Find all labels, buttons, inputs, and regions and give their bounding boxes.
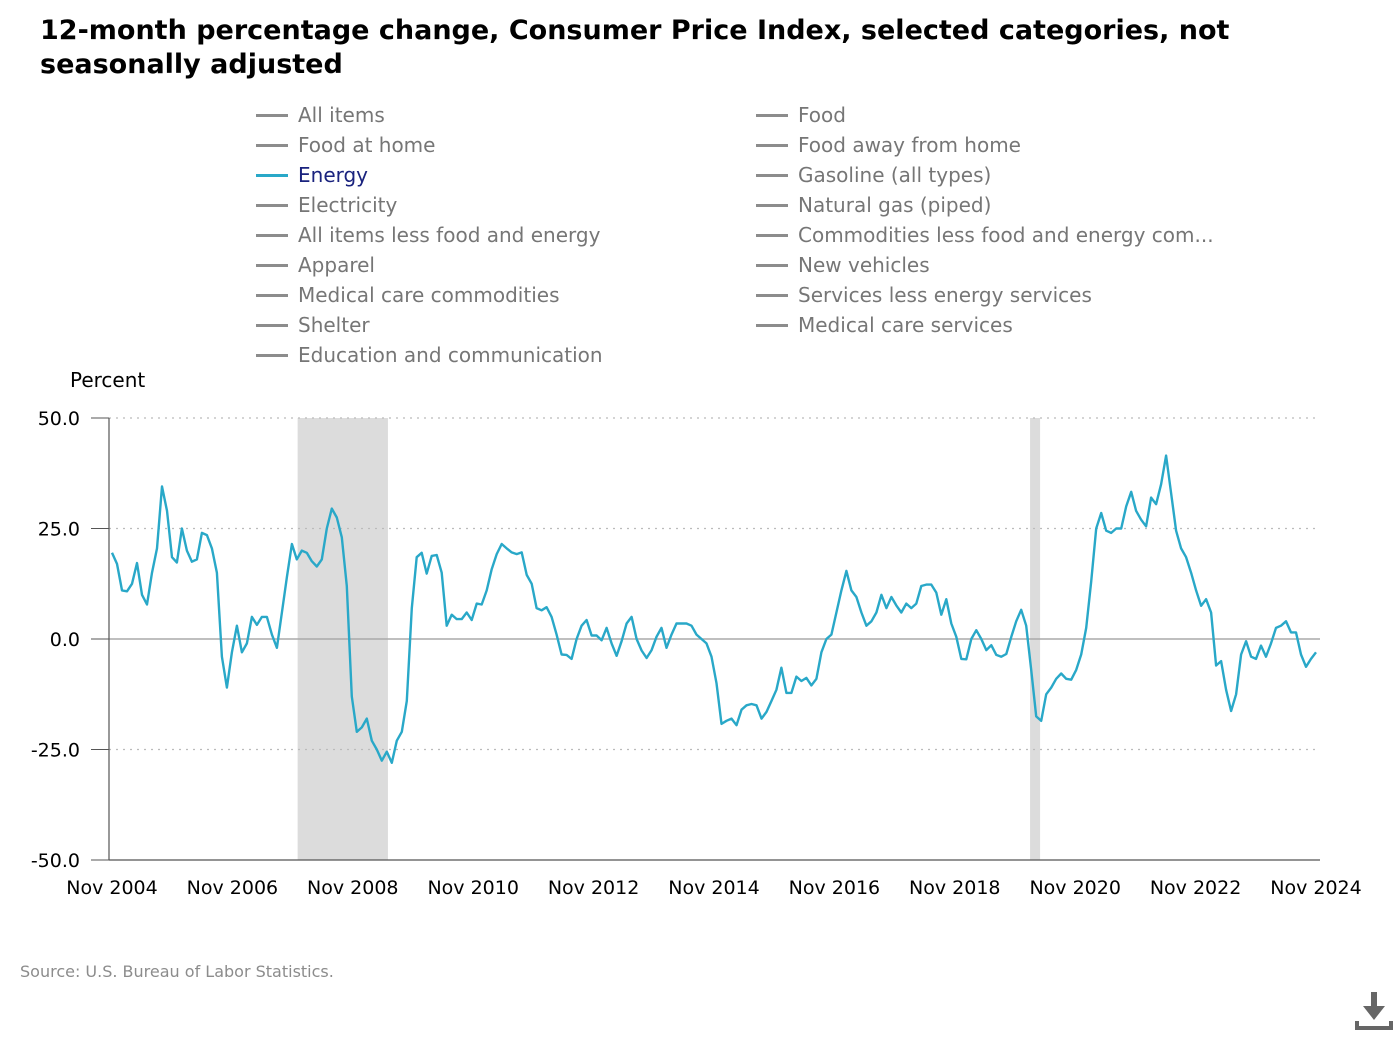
x-tick-label: Nov 2004: [66, 877, 157, 899]
legend-swatch: [256, 143, 288, 147]
legend-item[interactable]: All items: [256, 100, 385, 130]
x-tick-label: Nov 2020: [1029, 877, 1120, 899]
legend-label: New vehicles: [798, 253, 930, 277]
legend-item[interactable]: Energy: [256, 160, 368, 190]
source-note: Source: U.S. Bureau of Labor Statistics.: [20, 962, 334, 981]
legend-item[interactable]: Medical care services: [756, 310, 1013, 340]
legend-label: Services less energy services: [798, 283, 1092, 307]
legend-swatch: [256, 323, 288, 327]
legend-swatch: [256, 293, 288, 297]
legend-item[interactable]: Services less energy services: [756, 280, 1092, 310]
legend-item[interactable]: All items less food and energy: [256, 220, 600, 250]
legend-label: Gasoline (all types): [798, 163, 992, 187]
legend-swatch: [756, 173, 788, 177]
legend-swatch: [756, 113, 788, 117]
legend-label: Medical care services: [798, 313, 1013, 337]
legend-item[interactable]: Electricity: [256, 190, 397, 220]
x-tick-label: Nov 2018: [909, 877, 1000, 899]
x-tick-label: Nov 2022: [1150, 877, 1241, 899]
legend-label: Energy: [298, 163, 369, 187]
legend-swatch: [256, 233, 288, 237]
x-tick-label: Nov 2016: [789, 877, 880, 899]
legend-item[interactable]: Food away from home: [756, 130, 1021, 160]
legend-swatch: [756, 323, 788, 327]
y-tick-label: 0.0: [50, 629, 80, 651]
legend-item[interactable]: Gasoline (all types): [756, 160, 991, 190]
legend-item[interactable]: Shelter: [256, 310, 370, 340]
legend-swatch: [756, 143, 788, 147]
legend-swatch: [756, 293, 788, 297]
legend-swatch: [756, 233, 788, 237]
x-tick-label: Nov 2010: [427, 877, 518, 899]
legend-label: Commodities less food and energy com...: [798, 223, 1214, 247]
legend-item[interactable]: Food: [756, 100, 846, 130]
legend-label: Natural gas (piped): [798, 193, 992, 217]
legend-item[interactable]: Natural gas (piped): [756, 190, 991, 220]
y-axis-label: Percent: [70, 368, 146, 392]
download-icon[interactable]: [1352, 990, 1396, 1034]
legend-label: All items: [298, 103, 385, 127]
x-tick-label: Nov 2024: [1270, 877, 1361, 899]
energy-series-line: [110, 454, 1317, 764]
legend-swatch: [256, 113, 288, 117]
chart-title: 12-month percentage change, Consumer Pri…: [40, 15, 1230, 80]
legend-swatch: [256, 203, 288, 207]
legend-swatch: [756, 203, 788, 207]
legend-label: Apparel: [298, 253, 375, 277]
legend-item[interactable]: New vehicles: [756, 250, 930, 280]
y-tick-label: 50.0: [38, 408, 80, 430]
legend-item[interactable]: Food at home: [256, 130, 435, 160]
line-chart: 50.0 25.0 0.0 -25.0 -50.0 Nov 2004 Nov 2006 Nov…: [31, 408, 1362, 899]
legend-swatch: [256, 353, 288, 357]
legend-label: All items less food and energy: [298, 223, 601, 247]
x-tick-label: Nov 2012: [548, 877, 639, 899]
legend-label: Food away from home: [798, 133, 1021, 157]
y-tick-label: -50.0: [31, 850, 80, 872]
legend-swatch: [756, 263, 788, 267]
x-tick-label: Nov 2006: [187, 877, 278, 899]
legend-label: Medical care commodities: [298, 283, 560, 307]
x-tick-label: Nov 2008: [307, 877, 398, 899]
legend-swatch: [256, 263, 288, 267]
y-tick-label: 25.0: [38, 519, 80, 541]
legend-item[interactable]: Medical care commodities: [256, 280, 559, 310]
legend-label: Education and communication: [298, 343, 603, 367]
legend-item[interactable]: Education and communication: [256, 340, 603, 370]
legend-label: Food: [798, 103, 846, 127]
x-tick-label: Nov 2014: [668, 877, 759, 899]
legend-label: Electricity: [298, 193, 398, 217]
y-tick-label: -25.0: [31, 740, 80, 762]
legend-item[interactable]: Commodities less food and energy com...: [756, 220, 1214, 250]
legend-label: Shelter: [298, 313, 370, 337]
legend-item[interactable]: Apparel: [256, 250, 375, 280]
legend-swatch: [256, 173, 288, 177]
legend-label: Food at home: [298, 133, 436, 157]
